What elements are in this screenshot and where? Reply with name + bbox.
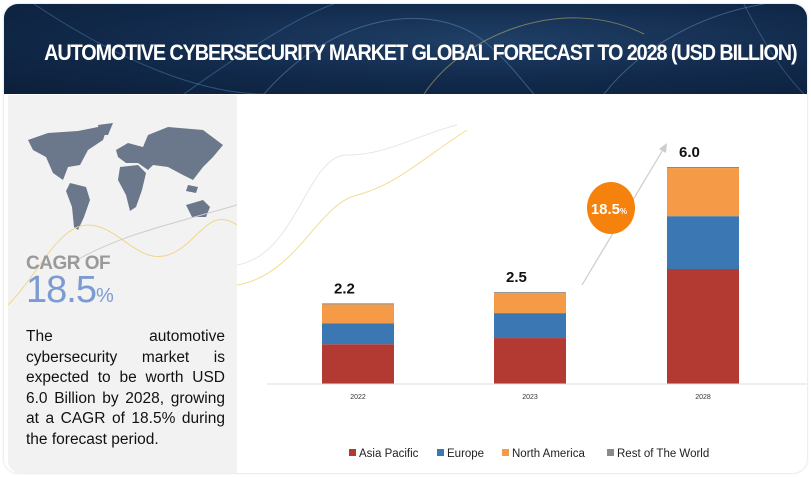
cagr-value: 18.5% [26,269,114,312]
bar-segment-europe-2022 [322,323,394,345]
bar-segment-asia-pacific-2028 [667,268,739,384]
infographic-card: AUTOMOTIVE CYBERSECURITY MARKET GLOBAL F… [4,4,807,473]
stacked-bar-chart: 2.2 2022 2.5 2023 6.0 2028 18.5% Asia Pacific… [237,124,807,460]
decorative-curves [8,204,237,306]
legend-label-1: Europe [447,448,484,460]
decorative-curve [237,124,458,266]
header-background-lines [33,4,805,94]
page-title: AUTOMOTIVE CYBERSECURITY MARKET GLOBAL F… [44,40,797,65]
bar-segment-asia-pacific-2023 [494,338,566,384]
legend-swatch-0 [349,449,356,456]
bar-segment-north-america-2028 [667,168,739,217]
legend-label-0: Asia Pacific [359,448,419,460]
total-label-2028: 6.0 [679,144,700,161]
legend-label-3: Rest of The World [617,448,709,460]
x-tick-label-2022: 2022 [350,394,366,401]
bar-segment-europe-2028 [667,216,739,269]
cagr-bubble-label: 18.5% [591,201,627,218]
bar-segment-rest-of-the-world-2028 [667,167,739,169]
legend-label-2: North America [512,448,585,460]
cagr-label: CAGR OF [26,253,111,274]
total-label-2022: 2.2 [334,280,355,297]
cagr-bubble-unit: % [620,207,627,216]
legend-swatch-2 [502,449,509,456]
bar-segment-europe-2023 [494,313,566,339]
side-panel: CAGR OF 18.5% The automotive cybersecuri… [8,95,237,473]
header-banner: AUTOMOTIVE CYBERSECURITY MARKET GLOBAL F… [4,4,807,94]
market-description: The automotive cybersecurity market is e… [26,328,225,448]
bar-segment-rest-of-the-world-2022 [322,303,394,305]
bar-segment-asia-pacific-2022 [322,344,394,384]
growth-arrow-head [659,143,667,153]
x-tick-label-2023: 2023 [522,394,538,401]
world-map-icon [28,123,223,230]
cagr-unit: % [95,285,114,307]
cagr-number: 18.5 [26,269,97,311]
cagr-bubble [587,182,635,234]
legend-swatch-1 [437,449,444,456]
cagr-bubble-value: 18.5 [591,201,620,218]
bar-segment-north-america-2023 [494,293,566,314]
bar-segment-rest-of-the-world-2023 [494,292,566,294]
total-label-2023: 2.5 [506,269,527,286]
bar-segment-north-america-2022 [322,304,394,324]
legend-swatch-3 [607,449,614,456]
decorative-curve [237,129,468,286]
x-tick-label-2028: 2028 [695,394,711,401]
